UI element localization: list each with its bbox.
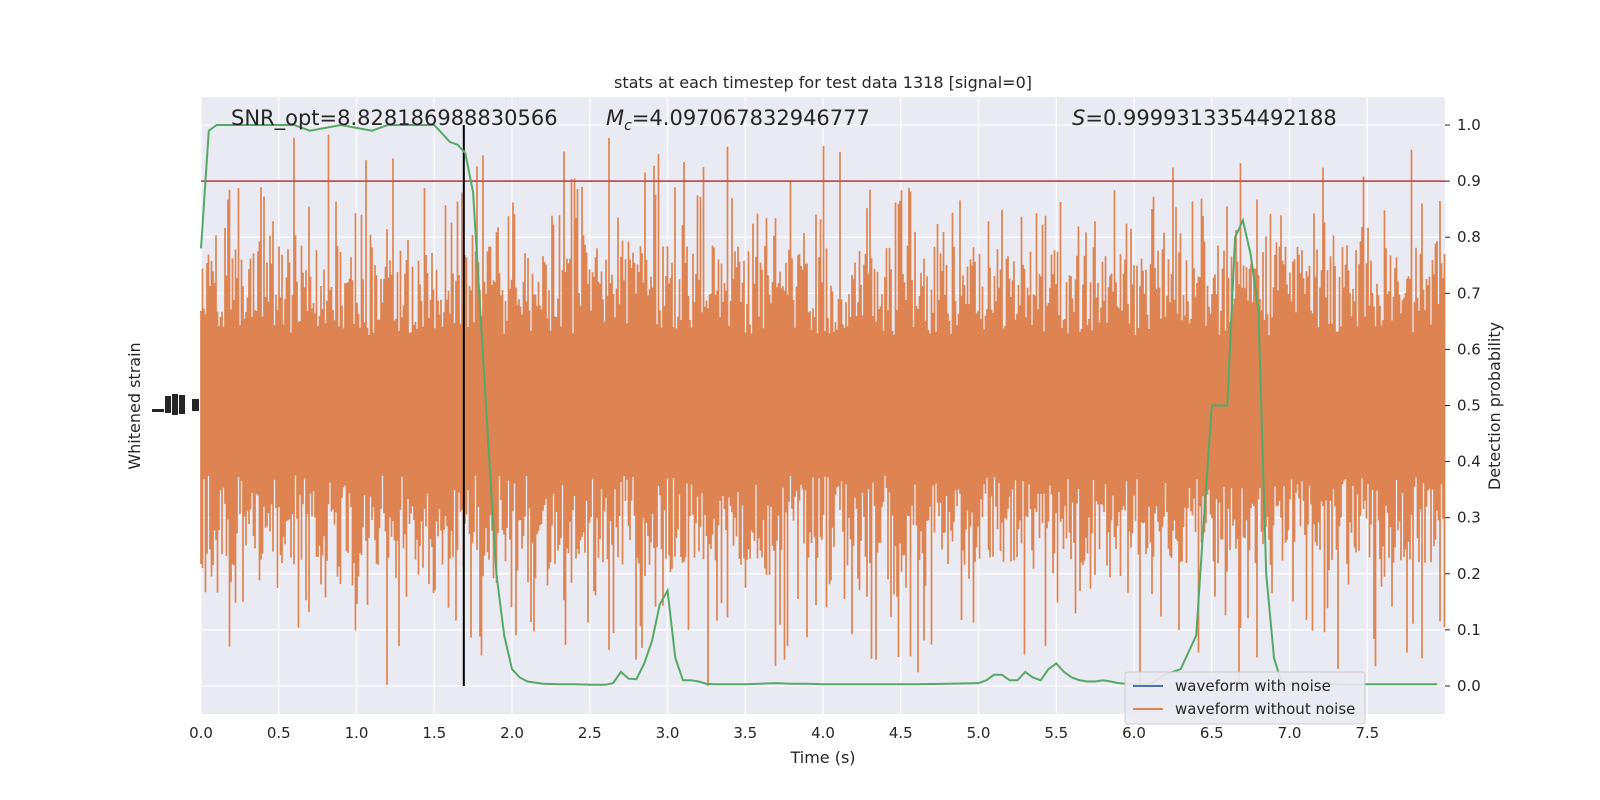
y-tick-label: 0.1 [1457,621,1481,639]
left-tick-mark [192,399,199,411]
y-tick-label: 0.3 [1457,509,1481,527]
s-symbol: S [1072,106,1085,130]
legend-box [1124,671,1366,725]
chirp-mass-annotation: Mc=4.097067832946777 [606,106,870,134]
chirp-mass-symbol: M [606,106,624,130]
detection-probability-line [200,123,1438,686]
axis-ticks: 0.0 0.5 1.0 1.5 2.0 2.5 3.0 3.5 4.0 4.5 5.0 5.5 6.0 6… [189,116,1481,742]
x-tick-label: 0.5 [267,724,291,742]
y-tick-label: 0.7 [1457,284,1481,302]
y-axis-label-left: Whitened strain [125,342,144,469]
left-tick-mark [172,394,178,415]
y-tick-label: 0.9 [1457,172,1481,190]
x-tick-label: 4.5 [889,724,913,742]
chart-title: stats at each timestep for test data 131… [614,73,1032,92]
x-tick-label: 7.0 [1278,724,1302,742]
left-tick-mark [179,395,185,414]
x-tick-label: 3.0 [656,724,680,742]
legend: waveform with noise waveform without noi… [1124,671,1366,725]
x-tick-label: 2.5 [578,724,602,742]
y-tick-label: 0.6 [1457,340,1481,358]
y-tick-label: 0.5 [1457,397,1481,415]
s-value: =0.9999313354492188 [1085,106,1336,130]
x-axis-label: Time (s) [789,748,855,767]
strain-trace-core [201,347,1445,464]
chirp-mass-value: =4.097067832946777 [632,106,870,130]
x-tick-label: 2.0 [500,724,524,742]
x-tick-label: 0.0 [189,724,213,742]
x-tick-label: 1.5 [422,724,446,742]
x-tick-label: 6.5 [1200,724,1224,742]
chirp-mass-subscript: c [624,118,632,134]
chart-marks [200,123,1445,686]
s-annotation: S=0.9999313354492188 [1072,106,1337,130]
y-tick-label: 0.2 [1457,565,1481,583]
left-tick-mark [165,396,171,413]
left-tick-mark [152,409,164,412]
snr-annotation: SNR_opt=8.828186988830566 [231,106,558,131]
x-tick-label: 6.0 [1122,724,1146,742]
legend-label-with-noise: waveform with noise [1175,677,1331,695]
legend-label-without-noise: waveform without noise [1175,700,1355,718]
y-tick-label: 0.4 [1457,453,1481,471]
x-tick-label: 3.5 [733,724,757,742]
y-axis-label-right: Detection probability [1485,322,1504,490]
x-tick-label: 7.5 [1355,724,1379,742]
x-tick-label: 1.0 [345,724,369,742]
x-tick-label: 5.5 [1044,724,1068,742]
left-axis-tick-cluster [152,394,199,415]
x-tick-label: 4.0 [811,724,835,742]
strain-noise [200,134,1446,686]
y-tick-label: 0.8 [1457,228,1481,246]
y-tick-label: 0.0 [1457,677,1481,695]
x-tick-label: 5.0 [967,724,991,742]
y-tick-label: 1.0 [1457,116,1481,134]
